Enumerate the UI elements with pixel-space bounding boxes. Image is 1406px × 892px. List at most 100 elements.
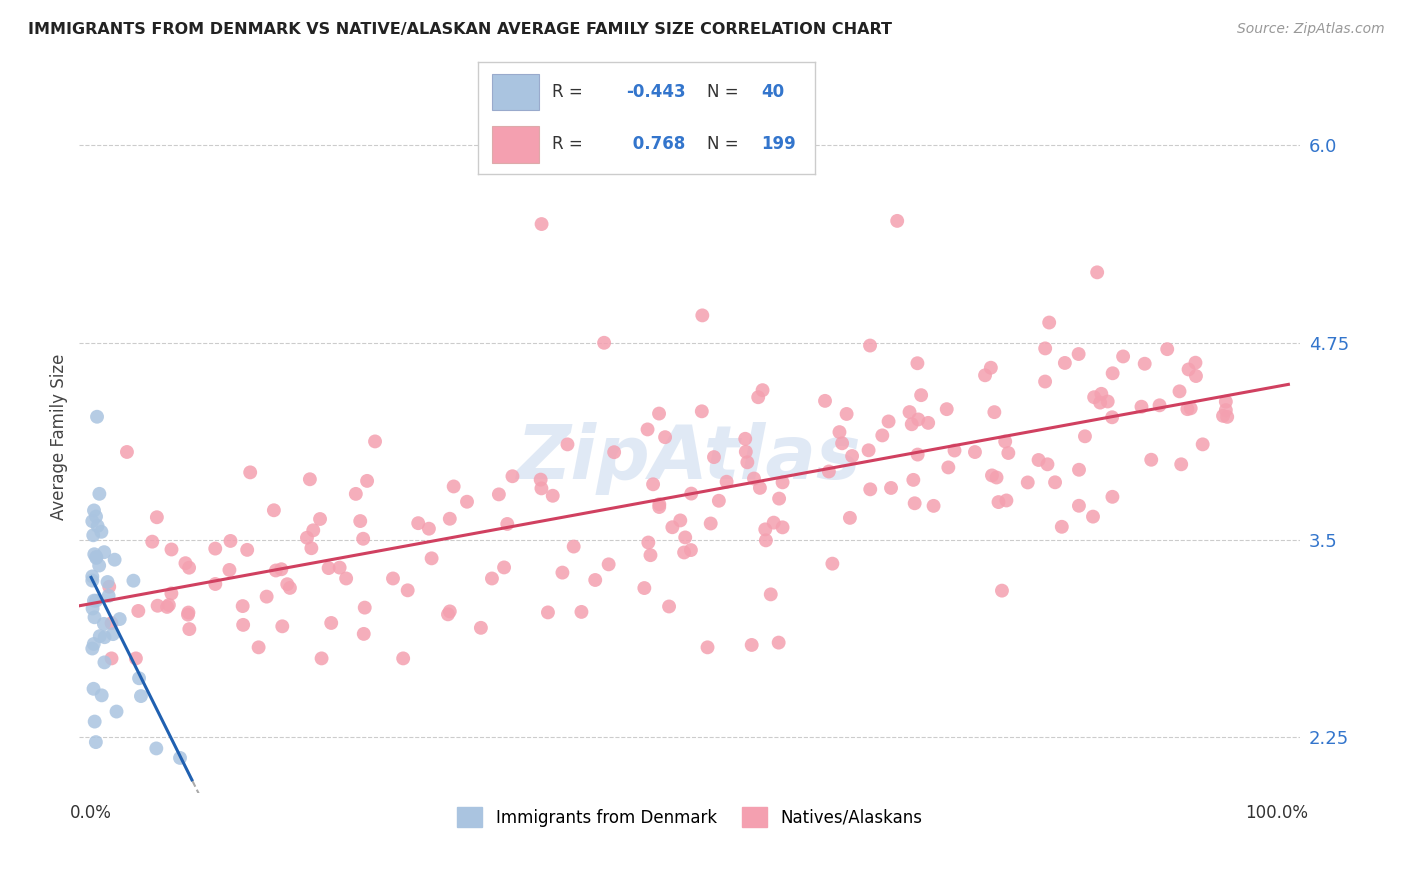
Point <box>169 751 191 765</box>
Point <box>1101 410 1123 425</box>
Point <box>1140 452 1163 467</box>
Point <box>83 610 105 624</box>
Point <box>443 479 465 493</box>
Point <box>935 402 957 417</box>
Point <box>100 616 122 631</box>
Point <box>356 474 378 488</box>
Point <box>831 436 853 450</box>
Point <box>90 689 112 703</box>
Point <box>661 520 683 534</box>
Point <box>83 681 105 696</box>
Point <box>583 573 606 587</box>
Point <box>90 524 112 539</box>
Point <box>481 572 503 586</box>
Point <box>299 541 322 556</box>
Text: N =: N = <box>707 136 740 153</box>
Point <box>105 705 128 719</box>
Point <box>256 590 278 604</box>
Point <box>1083 390 1105 404</box>
Point <box>1180 401 1202 416</box>
Point <box>392 651 415 665</box>
Text: IMMIGRANTS FROM DENMARK VS NATIVE/ALASKAN AVERAGE FAMILY SIZE CORRELATION CHART: IMMIGRANTS FROM DENMARK VS NATIVE/ALASKA… <box>28 22 893 37</box>
Point <box>83 714 105 729</box>
Text: N =: N = <box>707 83 740 101</box>
Point <box>562 540 585 554</box>
Point <box>84 509 107 524</box>
Point <box>991 583 1014 598</box>
Point <box>84 593 107 607</box>
Point <box>551 566 574 580</box>
Point <box>772 475 794 490</box>
Point <box>963 445 986 459</box>
Point <box>669 513 692 527</box>
Point <box>598 558 620 572</box>
Point <box>494 560 516 574</box>
Point <box>263 503 285 517</box>
Point <box>127 604 149 618</box>
Point <box>396 583 419 598</box>
Point <box>734 444 756 458</box>
Point <box>742 471 765 485</box>
Point <box>997 446 1019 460</box>
Point <box>936 460 959 475</box>
Point <box>82 641 104 656</box>
Point <box>329 560 352 574</box>
Point <box>1090 387 1112 401</box>
Point <box>418 522 440 536</box>
Point <box>571 605 593 619</box>
Point <box>692 309 714 323</box>
Point <box>900 417 922 432</box>
Point <box>177 606 200 620</box>
Point <box>278 581 301 595</box>
FancyBboxPatch shape <box>492 73 538 111</box>
Point <box>89 629 111 643</box>
Point <box>690 404 713 418</box>
Text: -0.443: -0.443 <box>627 83 686 101</box>
Text: 40: 40 <box>762 83 785 101</box>
Point <box>232 599 254 613</box>
Point <box>768 491 790 506</box>
Point <box>858 443 880 458</box>
Point <box>101 627 124 641</box>
Point <box>349 514 371 528</box>
Point <box>593 335 616 350</box>
Point <box>741 638 763 652</box>
Point <box>247 640 270 655</box>
Point <box>747 390 769 404</box>
Point <box>129 689 152 703</box>
Point <box>125 651 148 665</box>
Text: Source: ZipAtlas.com: Source: ZipAtlas.com <box>1237 22 1385 37</box>
Point <box>821 557 844 571</box>
Point <box>364 434 387 449</box>
Point <box>637 422 659 436</box>
Point <box>89 487 111 501</box>
Point <box>128 671 150 685</box>
Point <box>751 383 773 397</box>
Point <box>995 493 1018 508</box>
Point <box>496 516 519 531</box>
Point <box>1133 357 1156 371</box>
Point <box>270 562 292 576</box>
Point <box>84 551 107 566</box>
Point <box>1085 265 1108 279</box>
Point <box>1067 499 1090 513</box>
Point <box>917 416 939 430</box>
Point <box>981 468 1004 483</box>
Point <box>1168 384 1191 399</box>
Point <box>872 428 894 442</box>
Point <box>910 388 932 402</box>
Point <box>100 651 122 665</box>
Point <box>633 581 655 595</box>
Point <box>156 599 179 614</box>
Point <box>679 543 702 558</box>
Point <box>818 465 841 479</box>
Point <box>658 599 681 614</box>
Point <box>1101 366 1123 380</box>
Point <box>637 535 659 549</box>
Point <box>83 503 105 517</box>
Point <box>501 469 523 483</box>
Text: 0.768: 0.768 <box>627 136 685 153</box>
Point <box>1191 437 1213 451</box>
Point <box>603 445 626 459</box>
Point <box>772 520 794 534</box>
